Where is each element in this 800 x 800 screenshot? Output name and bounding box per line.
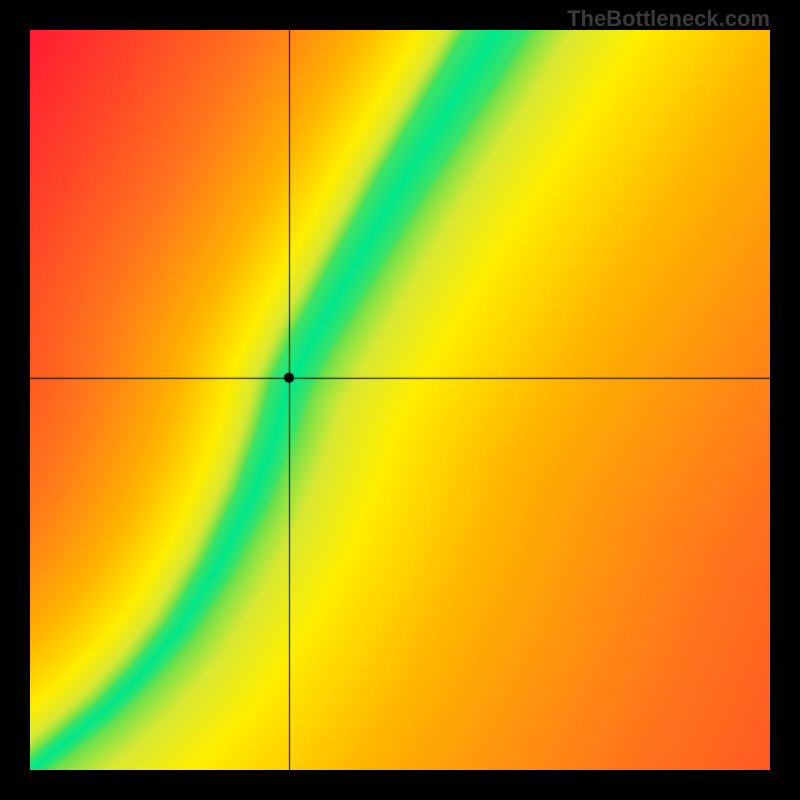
watermark-text: TheBottleneck.com [567,6,770,32]
bottleneck-heatmap [30,30,770,770]
heatmap-canvas [30,30,770,770]
